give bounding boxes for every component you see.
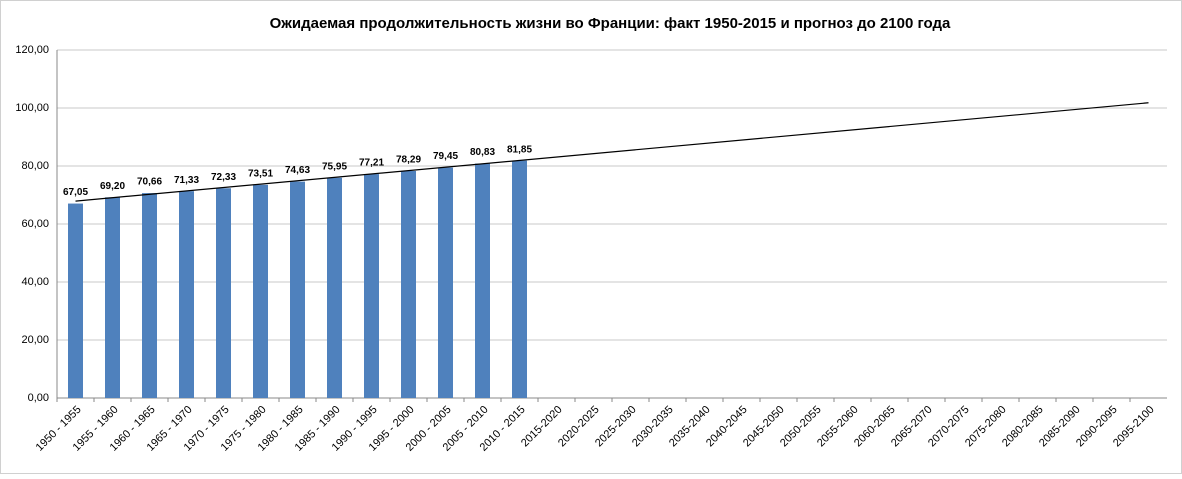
value-label: 72,33 [211,172,236,183]
bar [327,177,342,398]
y-tick-label: 120,00 [15,44,49,56]
value-label: 69,20 [100,181,125,192]
trendline [75,102,1149,202]
value-label: 73,51 [248,168,273,179]
y-tick-label: 80,00 [21,160,49,172]
bar [475,163,490,398]
bar [290,181,305,398]
bar [512,160,527,398]
chart-title: Ожидаемая продолжительность жизни во Фра… [270,15,951,32]
bar [253,184,268,398]
y-tick-label: 60,00 [21,218,49,230]
value-label: 71,33 [174,175,199,186]
y-tick-label: 100,00 [15,102,49,114]
y-tick-label: 40,00 [21,276,49,288]
bar [401,170,416,398]
value-label: 81,85 [507,144,532,155]
bar [179,191,194,398]
bar [68,203,83,398]
value-label: 70,66 [137,177,162,188]
value-label: 80,83 [470,147,495,158]
value-label: 67,05 [63,187,88,198]
bar [216,188,231,398]
bar [142,193,157,398]
value-label: 78,29 [396,155,421,166]
value-label: 77,21 [359,158,384,169]
bar [105,197,120,398]
value-label: 75,95 [322,161,347,172]
y-tick-label: 0,00 [28,392,49,404]
value-label: 74,63 [285,165,310,176]
value-label: 79,45 [433,151,458,162]
bar [438,167,453,398]
bar [364,174,379,398]
y-tick-label: 20,00 [21,334,49,346]
